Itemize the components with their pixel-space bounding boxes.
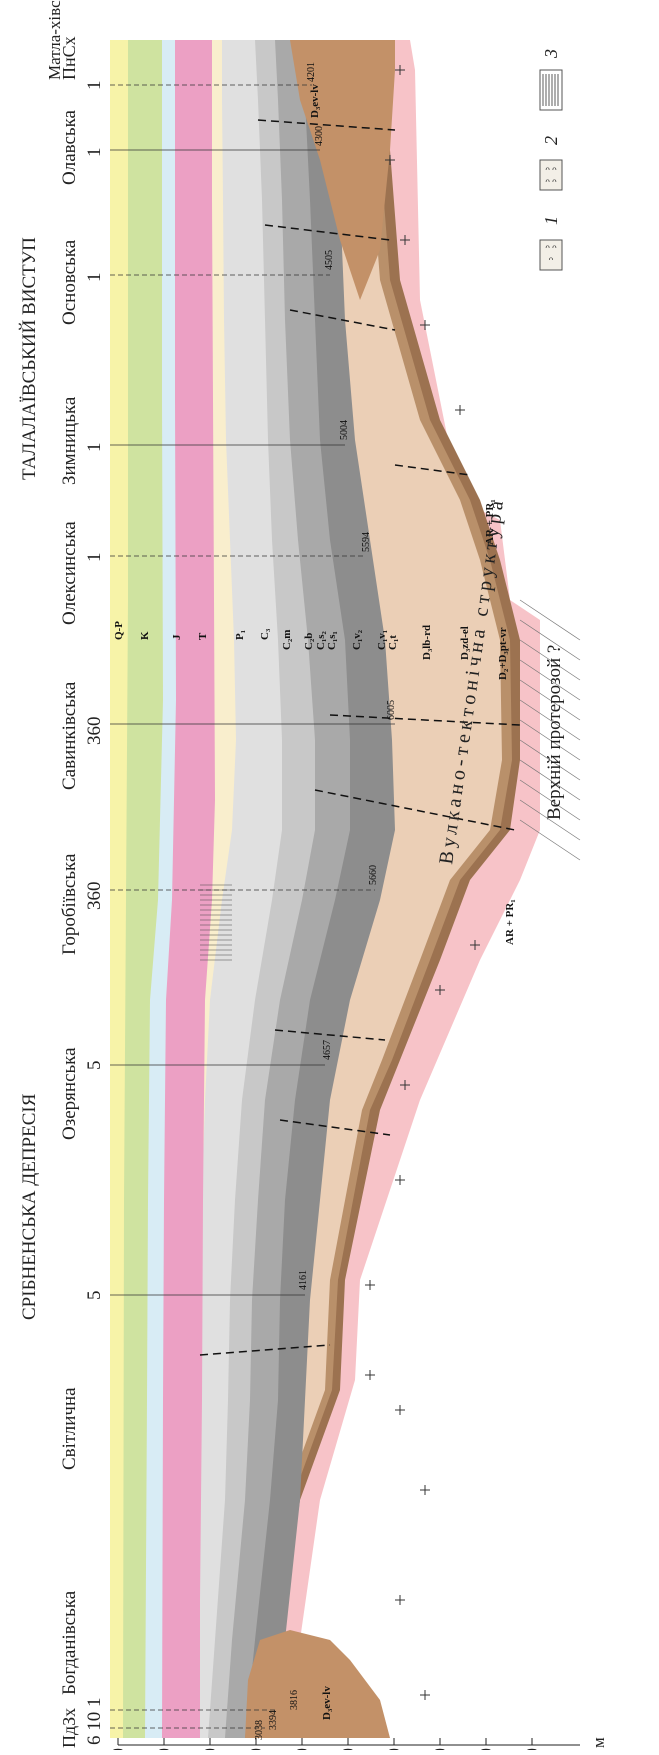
well-number: 1 — [84, 443, 105, 453]
strata-label: P₁ — [234, 630, 246, 640]
strata-labels: Q-P K J T P₁ C₃ C₂m C₂b C₁s₂ C₁s₁ C₁v₂ C… — [113, 84, 516, 1720]
well-depth: 3038 — [254, 1720, 265, 1740]
layer-volcanic-left — [245, 1630, 390, 1738]
well-name: Богданівська — [59, 1590, 80, 1695]
strata-label: C₂m — [281, 630, 293, 650]
depth-unit: м — [589, 1737, 608, 1748]
well-name: Горобіївська — [59, 853, 80, 955]
strata-label: AR + PR₁ — [504, 899, 516, 945]
strata-label: AR + PR₁ — [484, 499, 496, 545]
legend-item: 3 — [539, 49, 563, 111]
well-number: 6 10 1 — [84, 1698, 105, 1746]
strata-label: D₃ev-lv — [309, 84, 321, 118]
strata-label: J — [171, 634, 183, 640]
well-number: 1 — [84, 273, 105, 283]
well-name: Зимницька — [59, 396, 80, 485]
well-number: 1 — [84, 81, 105, 91]
strata-label: D₃lb-rd — [421, 625, 433, 660]
strata-label: K — [139, 631, 151, 640]
upper-proterozoic-label: Верхній протерозой ? — [544, 645, 565, 820]
well-name: Олавська — [59, 109, 80, 185]
strata-label: C₁s₁ — [326, 631, 338, 650]
faults — [199, 119, 521, 1356]
strata-label: D₂+D₃pt-vr — [497, 627, 509, 680]
well-depth: 3394 — [268, 1710, 279, 1730]
legend-item: ᴖ ᴖ ᴖ 1 — [539, 216, 563, 271]
strata-label: D₃ev-lv — [321, 1686, 333, 1720]
legend-number: 3 — [541, 49, 561, 59]
well-number: 360 — [84, 882, 105, 911]
well-depth: 4300 — [314, 126, 325, 146]
well-number: 1 — [84, 553, 105, 563]
upper-proterozoic-hatch — [519, 599, 581, 861]
well-depth: 6005 — [386, 700, 397, 720]
right-title: ТАЛАЛАЇВСЬКИЙ ВИСТУП — [19, 237, 40, 480]
well-depth: 5660 — [368, 865, 379, 885]
well-depth: 3816 — [289, 1690, 300, 1710]
strata-label: C₁v₂ — [351, 629, 363, 650]
hatch-strip — [200, 884, 232, 961]
well-depth: 4657 — [322, 1040, 333, 1060]
well-depth: 4161 — [298, 1270, 309, 1290]
sw-label: ПдЗх — [59, 1708, 79, 1748]
well-name: Основська — [59, 239, 80, 325]
strata-label: Q-P — [113, 621, 125, 640]
well-name: Савинківська — [59, 681, 80, 790]
legend-number: 1 — [541, 216, 561, 225]
strata-label: C₂b — [303, 633, 315, 650]
well-depth: 4201 — [306, 62, 317, 82]
strata-label: C₁t — [387, 635, 399, 650]
ne-label: ПнСх — [59, 36, 79, 80]
well-name: Олексинська — [59, 521, 80, 625]
hatch-symbol — [539, 69, 563, 111]
well-lines — [110, 84, 395, 1729]
strata-label: C₁v₁ — [376, 630, 388, 650]
layer-qp — [110, 40, 128, 1738]
well-depths: 3038 3394 3816 4161 4657 5660 6005 5594 … — [254, 62, 397, 1740]
basement-crosses — [365, 65, 480, 1700]
layer-volcanic-right — [290, 40, 395, 300]
left-title: СРІБНЕНСЬКА ДЕПРЕСІЯ — [19, 1093, 40, 1320]
well-number: 5 — [84, 1061, 105, 1071]
strata-label: C₁s₂ — [315, 630, 327, 650]
well-number: 5 — [84, 1291, 105, 1301]
strata-label: D₃zd-el — [459, 626, 471, 660]
legend-item: ᴖ ᴖ ᴖ ᴖ 2 — [539, 136, 563, 191]
well-depth: 5004 — [339, 420, 350, 440]
well-name: Світлична — [59, 1387, 80, 1470]
well-depth: 4505 — [324, 250, 335, 270]
volcanic-symbol — [539, 159, 563, 191]
well-number: 360 — [84, 717, 105, 746]
strata-label: C₃ — [259, 628, 271, 640]
strata — [110, 40, 581, 1738]
legend: ᴖ ᴖ ᴖ 1 ᴖ ᴖ ᴖ ᴖ 2 3 — [539, 49, 563, 271]
well-names: Богданівська Світлична Озерянська Горобі… — [45, 0, 80, 1695]
well-number: 1 — [84, 148, 105, 158]
depth-axis: 0−1000−2000−3000−4000−5000−6000−7000−800… — [108, 1737, 608, 1755]
svg-text:ᴖ ᴖ: ᴖ ᴖ — [545, 176, 557, 186]
svg-text:ᴖ ᴖ: ᴖ ᴖ — [545, 242, 557, 252]
well-name: Озерянська — [59, 1047, 80, 1140]
tuff-symbol — [539, 239, 563, 271]
svg-text:ᴖ ᴖ: ᴖ ᴖ — [545, 164, 557, 174]
svg-text:ᴖ: ᴖ — [549, 254, 554, 264]
well-depth: 5594 — [361, 532, 372, 552]
legend-number: 2 — [541, 136, 561, 145]
well-numbers: 6 10 1 5 5 360 360 1 1 1 1 1 — [84, 81, 105, 1746]
well-name: Матла-хівська — [45, 0, 64, 80]
strata-label: T — [197, 632, 209, 640]
